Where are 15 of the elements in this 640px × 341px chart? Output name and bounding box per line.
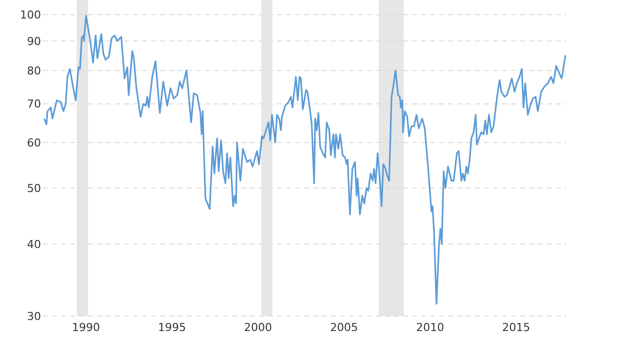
- y-tick-label: 30: [27, 310, 41, 323]
- y-tick-label: 90: [27, 34, 41, 48]
- x-tick-label: 2005: [330, 321, 358, 334]
- x-tick-label: 1995: [158, 321, 186, 334]
- x-tick-label: 1990: [72, 321, 100, 334]
- y-tick-label: 70: [27, 98, 41, 111]
- x-tick-label: 2010: [416, 321, 444, 334]
- y-tick-label: 60: [27, 136, 41, 150]
- x-tick-label: 2015: [502, 321, 530, 334]
- y-tick-label: 40: [27, 238, 41, 251]
- y-tick-label: 80: [27, 64, 41, 78]
- x-tick-label: 2000: [244, 321, 272, 334]
- y-tick-label: 50: [27, 182, 41, 195]
- y-tick-label: 100: [20, 8, 41, 22]
- line-series: [43, 15, 566, 305]
